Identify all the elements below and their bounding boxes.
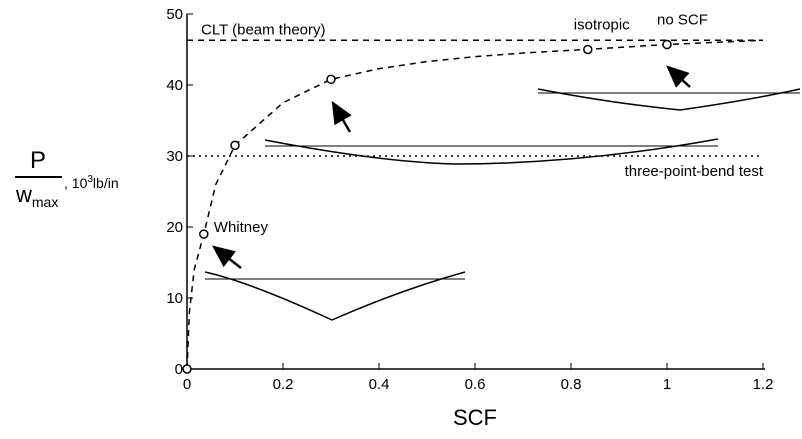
arrows [212, 65, 691, 269]
x-tick-label: 0.4 [369, 376, 390, 393]
y-label-denominator: wmax [15, 182, 58, 210]
data-point [326, 74, 336, 85]
data-point [199, 229, 209, 239]
data-point [230, 140, 240, 151]
x-tick-label: 0.8 [561, 376, 582, 393]
point-label: no SCF [657, 12, 708, 29]
x-tick-label: 1 [663, 376, 671, 393]
point-label: Whitney [214, 219, 269, 236]
data-point [662, 39, 672, 50]
data-line [186, 39, 764, 370]
reference-label: CLT (beam theory) [201, 21, 326, 38]
x-tick-label: 0.6 [465, 376, 486, 393]
y-tick-label: 0 [175, 361, 183, 378]
reference-label: three-point-bend test [625, 163, 764, 180]
beam-sketches [204, 88, 801, 321]
y-tick-label: 20 [166, 219, 183, 236]
data-point [182, 364, 192, 374]
y-tick-label: 50 [166, 6, 183, 23]
y-label-unit: , 103lb/in [64, 174, 119, 191]
y-label-numerator: P [30, 147, 46, 174]
x-tick-label: 0.2 [273, 376, 294, 393]
data-point [583, 44, 593, 55]
y-tick-label: 30 [166, 148, 183, 165]
x-tick-label: 0 [183, 376, 191, 393]
y-tick-label: 40 [166, 77, 183, 94]
x-label: SCF [453, 405, 497, 430]
y-tick-label: 10 [166, 290, 183, 307]
point-label: isotropic [574, 17, 630, 34]
x-tick-label: 1.2 [753, 376, 774, 393]
